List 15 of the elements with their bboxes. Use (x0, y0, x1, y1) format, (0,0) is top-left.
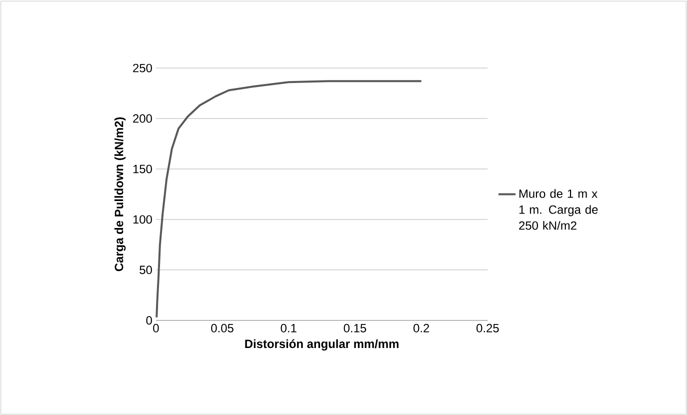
x-tick-label: 0.25 (476, 324, 499, 332)
x-tick-label: 0.15 (344, 324, 366, 332)
x-tick-label: 0.1 (280, 324, 296, 332)
y-tick-label: 0 (146, 316, 152, 325)
y-tick-label: 50 (140, 266, 152, 274)
x-axis-title: Distorsión angular mm/mm (245, 339, 398, 350)
y-tick-label: 250 (133, 64, 152, 72)
x-tick-label: 0 (153, 324, 159, 332)
y-axis-title: Carga de Pulldown (kN/m2) (114, 117, 126, 272)
y-tick-label: 100 (133, 215, 152, 224)
legend-label: Muro de 1 m x 1 m. Carga de 250 kN/m2 (519, 189, 598, 230)
x-tick-label: 0.05 (211, 324, 234, 332)
y-tick-label: 200 (133, 114, 152, 123)
x-tick-label: 0.2 (413, 324, 430, 332)
y-tick-label: 150 (133, 164, 152, 174)
